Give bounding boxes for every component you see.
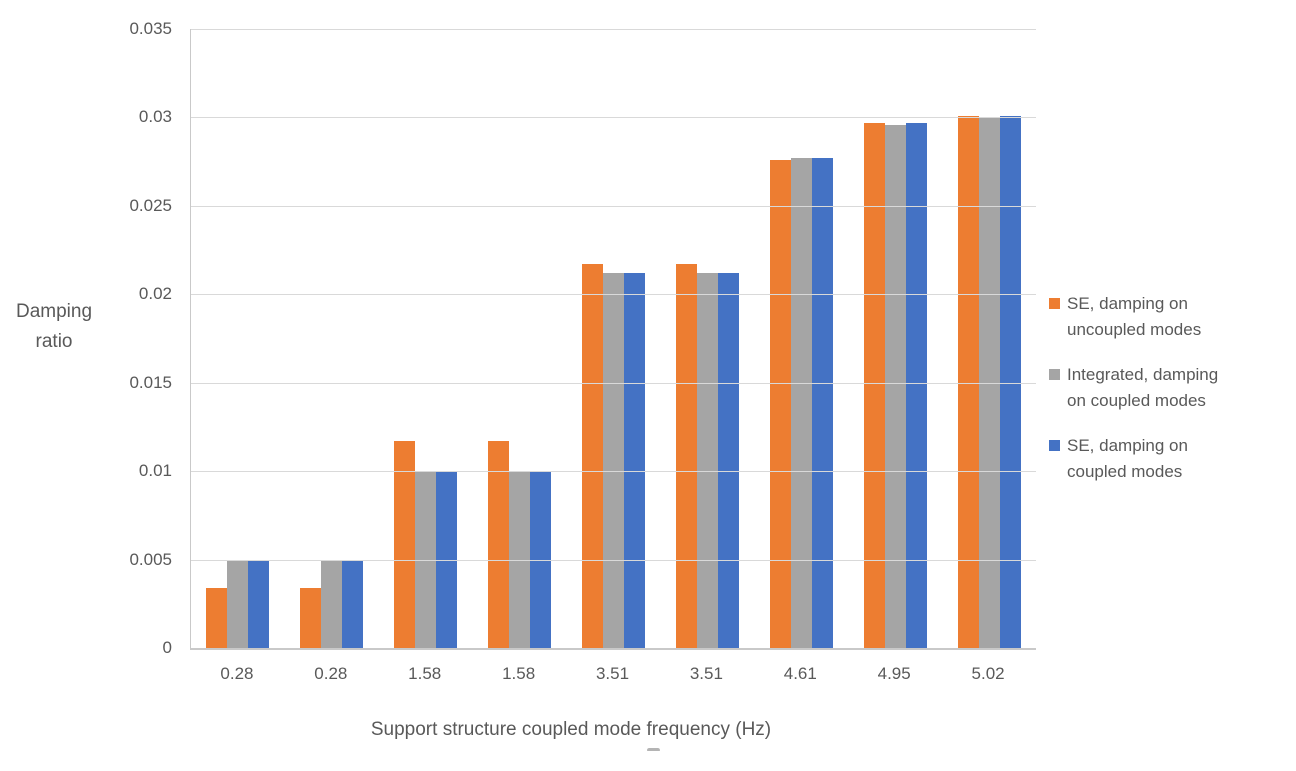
legend-item-label: SE, damping on coupled modes <box>1067 433 1188 485</box>
gridline-0.03 <box>191 117 1036 119</box>
bar-se-coupled-6 <box>811 158 833 648</box>
bar-se-uncoupled-6 <box>769 159 791 648</box>
bar-group-3 <box>473 29 567 648</box>
gridline-0.015 <box>191 382 1036 384</box>
bar-group-1 <box>285 29 379 648</box>
x-tick-label-4: 3.51 <box>595 664 630 683</box>
bar-group-2 <box>379 29 473 648</box>
bar-se-coupled-4 <box>624 273 645 648</box>
plot-area <box>190 29 1036 650</box>
bar-se-uncoupled-8 <box>957 115 979 648</box>
y-axis-title: Damping ratio <box>3 297 105 357</box>
x-axis-title: Support structure coupled mode frequency… <box>370 719 772 740</box>
x-tick-labels: 0.28 0.28 1.58 1.58 3.51 3.51 4.61 4.95 5.02 <box>190 663 1035 685</box>
bar-se-coupled-5 <box>717 273 739 648</box>
bar-group-8 <box>942 29 1036 648</box>
x-tick-label-0: 0.28 <box>220 664 254 683</box>
y-tick-label-0.025: 0.025 <box>129 195 172 215</box>
bar-group-5 <box>660 29 754 648</box>
cropped-glyph-artifact <box>647 748 660 751</box>
bar-integrated-coupled-0 <box>227 559 249 648</box>
bar-se-uncoupled-5 <box>675 264 697 648</box>
bar-se-uncoupled-2 <box>394 441 416 648</box>
gridline-0.035 <box>191 29 1036 30</box>
bar-integrated-coupled-1 <box>321 559 343 648</box>
legend-item-0: SE, damping on uncoupled modes <box>1049 291 1284 343</box>
x-tick-label-5: 3.51 <box>689 664 723 683</box>
bar-group-7 <box>848 29 942 648</box>
bar-se-uncoupled-1 <box>300 587 322 648</box>
bar-integrated-coupled-4 <box>603 273 624 648</box>
y-axis-title-line2: ratio <box>35 331 73 352</box>
legend-item-label: SE, damping on uncoupled modes <box>1067 291 1201 343</box>
legend-swatch-icon <box>1049 440 1060 451</box>
legend-label-line: on coupled modes <box>1067 391 1206 410</box>
x-tick-label-8: 5.02 <box>971 664 1005 683</box>
bar-integrated-coupled-7 <box>884 124 906 648</box>
bar-integrated-coupled-5 <box>696 273 718 648</box>
bar-se-coupled-7 <box>905 122 927 648</box>
y-tick-label-0.035: 0.035 <box>129 19 172 38</box>
bar-se-coupled-8 <box>999 115 1021 648</box>
legend-item-label: Integrated, damping on coupled modes <box>1067 362 1218 414</box>
x-tick-label-1: 0.28 <box>314 664 348 683</box>
legend: SE, damping on uncoupled modes Integrated,… <box>1049 291 1284 504</box>
bar-group-4 <box>567 29 661 648</box>
y-axis-title-line1: Damping <box>15 301 93 322</box>
gridline-0.01 <box>191 471 1036 473</box>
bar-se-uncoupled-0 <box>206 587 228 648</box>
bar-se-uncoupled-7 <box>863 122 885 648</box>
gridline-0.02 <box>191 294 1036 296</box>
x-tick-label-2: 1.58 <box>408 664 442 683</box>
legend-swatch-icon <box>1049 298 1060 309</box>
gridline-0.005 <box>191 559 1036 561</box>
legend-label-line: SE, damping on <box>1067 294 1188 313</box>
gridline-0.025 <box>191 205 1036 207</box>
legend-item-1: Integrated, damping on coupled modes <box>1049 362 1284 414</box>
bar-integrated-coupled-6 <box>790 158 812 648</box>
x-tick-label-3: 1.58 <box>502 664 536 683</box>
y-tick-label-0.005: 0.005 <box>129 549 172 569</box>
y-tick-label-0.02: 0.02 <box>138 284 172 304</box>
y-tick-label-0.01: 0.01 <box>138 461 172 481</box>
x-tick-label-7: 4.95 <box>877 664 911 683</box>
legend-item-2: SE, damping on coupled modes <box>1049 433 1284 485</box>
y-tick-label-0.015: 0.015 <box>129 372 172 392</box>
legend-label-line: uncoupled modes <box>1067 320 1202 339</box>
bars-row <box>191 29 1036 648</box>
bar-se-coupled-0 <box>248 559 270 648</box>
bar-group-6 <box>754 29 848 648</box>
x-tick-label-6: 4.61 <box>783 664 817 683</box>
legend-label-line: coupled modes <box>1067 462 1183 481</box>
legend-swatch-icon <box>1049 369 1060 380</box>
legend-label-line: SE, damping on <box>1067 436 1188 455</box>
legend-label-line: Integrated, damping <box>1067 365 1219 384</box>
y-tick-label-0.03: 0.03 <box>138 107 172 127</box>
bar-se-uncoupled-3 <box>488 441 510 648</box>
bar-group-0 <box>191 29 285 648</box>
bar-se-uncoupled-4 <box>582 264 603 648</box>
bar-se-coupled-1 <box>342 559 364 648</box>
y-tick-label-0: 0 <box>162 638 172 657</box>
